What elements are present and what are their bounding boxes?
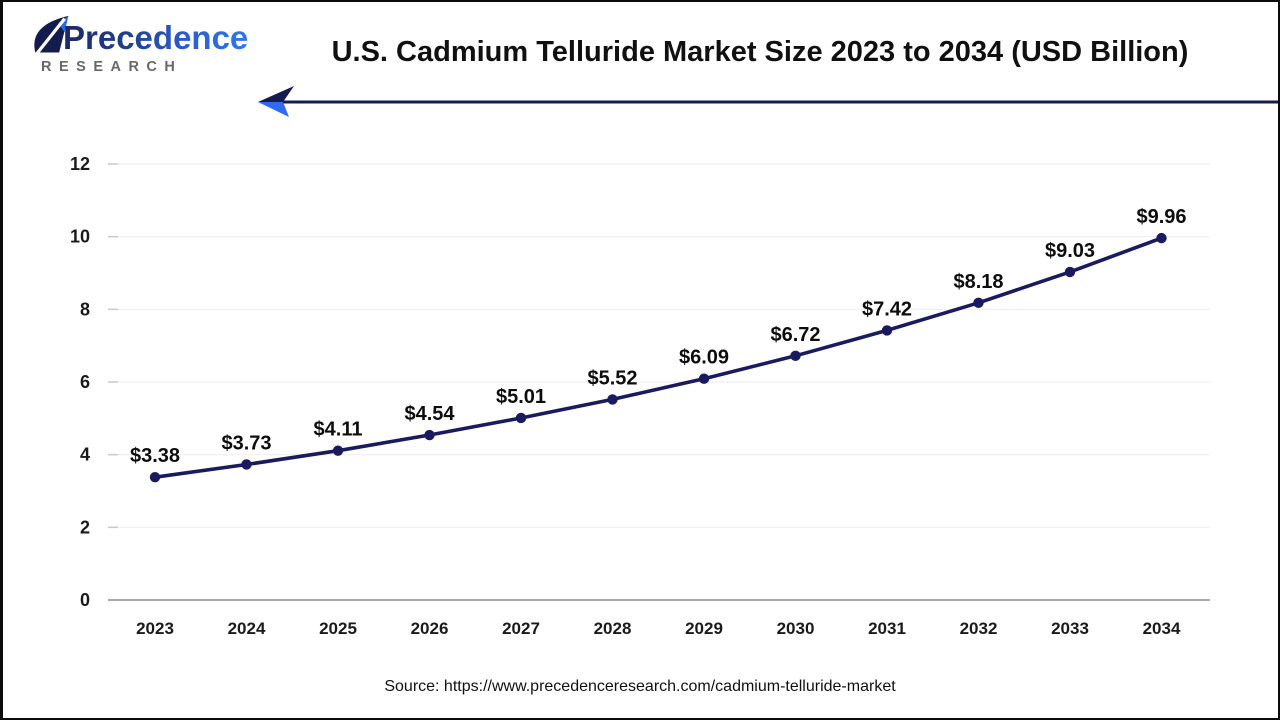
data-point-2025 xyxy=(332,445,344,456)
y-axis-label-6: 6 xyxy=(80,372,90,392)
x-axis-label-2028: 2028 xyxy=(594,619,632,638)
data-label-2032: $8.18 xyxy=(953,271,1003,293)
x-axis-label-2034: 2034 xyxy=(1143,619,1181,638)
data-point-2024 xyxy=(241,459,252,470)
x-axis-label-2026: 2026 xyxy=(411,619,449,638)
data-label-2034: $9.96 xyxy=(1136,206,1186,228)
page-title: U.S. Cadmium Telluride Market Size 2023 … xyxy=(331,36,1189,68)
data-point-2027 xyxy=(515,412,527,424)
data-point-2026 xyxy=(424,429,435,441)
y-axis-label-2: 2 xyxy=(80,517,90,537)
x-axis-label-2024: 2024 xyxy=(228,619,266,638)
data-label-2030: $6.72 xyxy=(770,324,820,346)
data-label-2027: $5.01 xyxy=(496,386,546,408)
data-point-2028 xyxy=(607,394,618,405)
brand-wordmark: Precedence xyxy=(63,19,249,56)
data-label-2024: $3.73 xyxy=(221,432,271,454)
x-axis-label-2032: 2032 xyxy=(960,619,998,638)
data-label-2031: $7.42 xyxy=(862,298,912,320)
brand-subtext: RESEARCH xyxy=(41,59,183,75)
line-chart: 0 2 4 6 8 10 12 2023 2024 2025 2026 2027 2028 2029 203… xyxy=(70,154,1210,638)
sail-logo-icon xyxy=(34,15,69,56)
data-label-2023: $3.38 xyxy=(130,445,180,467)
y-axis-label-12: 12 xyxy=(70,154,90,174)
data-point-2034 xyxy=(1156,232,1167,244)
source-text: Source: https://www.precedenceresearch.c… xyxy=(384,678,896,695)
data-label-2026: $4.54 xyxy=(404,403,455,425)
data-point-2023 xyxy=(149,471,161,483)
data-point-2033 xyxy=(1064,266,1076,278)
x-axis-label-2025: 2025 xyxy=(319,619,357,638)
brand-logo: Precedence RESEARCH xyxy=(28,14,248,75)
data-label-2025: $4.11 xyxy=(314,419,363,441)
x-axis-label-2023: 2023 xyxy=(136,619,174,638)
data-label-2029: $6.09 xyxy=(679,347,729,369)
data-point-2030 xyxy=(790,350,801,362)
x-axis-label-2030: 2030 xyxy=(777,619,815,638)
y-axis-label-4: 4 xyxy=(80,445,90,465)
data-label-2028: $5.52 xyxy=(587,367,637,389)
data-point-2029 xyxy=(698,373,710,384)
y-axis-label-10: 10 xyxy=(70,227,90,247)
data-point-2031 xyxy=(881,325,893,336)
data-label-2033: $9.03 xyxy=(1045,240,1095,262)
x-axis-label-2029: 2029 xyxy=(685,619,723,638)
brand-logo-top: Precedence xyxy=(28,14,248,58)
x-axis-label-2033: 2033 xyxy=(1051,619,1089,638)
series-line xyxy=(153,236,1164,480)
x-axis-label-2031: 2031 xyxy=(868,619,906,638)
y-axis-label-8: 8 xyxy=(80,299,90,319)
y-axis-label-0: 0 xyxy=(80,590,90,610)
left-arrow-divider-icon xyxy=(258,86,1280,117)
x-axis-label-2027: 2027 xyxy=(502,619,540,638)
data-point-2032 xyxy=(973,297,984,308)
